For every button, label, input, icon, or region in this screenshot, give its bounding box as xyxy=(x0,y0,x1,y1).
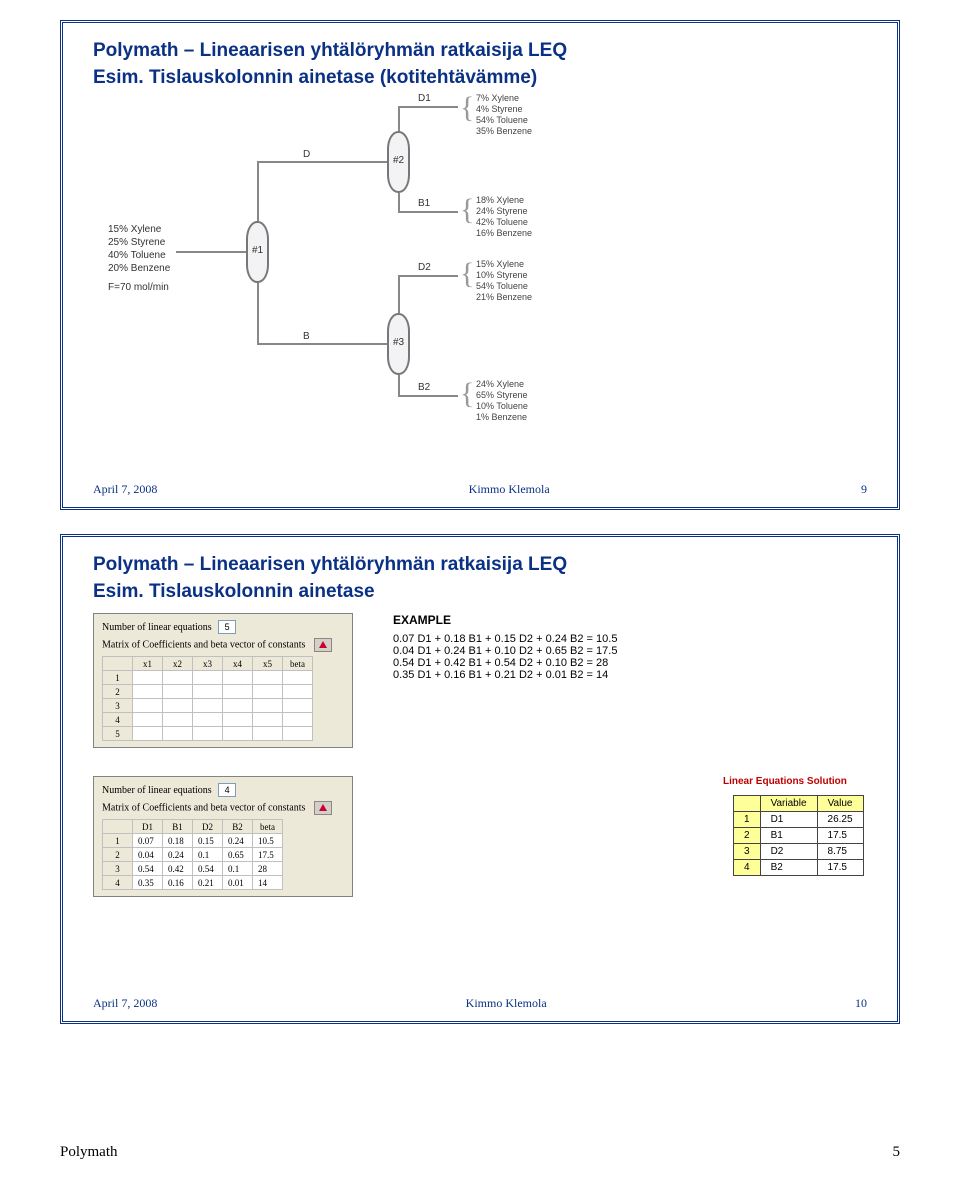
label: Matrix of Coefficients and beta vector o… xyxy=(102,802,305,813)
line xyxy=(398,106,400,131)
line xyxy=(176,251,246,253)
grid-2: D1B1D2B2beta 10.070.180.150.2410.5 20.04… xyxy=(102,819,283,890)
comp-d1: 7% Xylene4% Styrene54% Toluene35% Benzen… xyxy=(476,93,532,136)
footer-author: Kimmo Klemola xyxy=(469,482,550,497)
slide-2-footer: April 7, 2008 Kimmo Klemola 10 xyxy=(93,996,867,1011)
panel-1: Number of linear equations Matrix of Coe… xyxy=(93,613,353,748)
footer-date: April 7, 2008 xyxy=(93,482,157,497)
page-footer: Polymath 5 xyxy=(60,1144,900,1161)
stream-label: B xyxy=(303,331,310,342)
comp-d2: 15% Xylene10% Styrene54% Toluene21% Benz… xyxy=(476,259,532,302)
comp-b1: 18% Xylene24% Styrene42% Toluene16% Benz… xyxy=(476,195,532,238)
distillation-diagram: 15% Xylene 25% Styrene 40% Toluene 20% B… xyxy=(108,101,867,401)
line xyxy=(398,275,400,313)
col-label: #2 xyxy=(393,155,404,166)
line xyxy=(257,343,387,345)
eq-line: 0.07 D1 + 0.18 B1 + 0.15 D2 + 0.24 B2 = … xyxy=(393,633,617,645)
solution-block: Linear Equations Solution VariableValue … xyxy=(393,776,867,907)
line xyxy=(398,275,458,277)
feed-line: 25% Styrene xyxy=(108,236,170,249)
solution-title: Linear Equations Solution xyxy=(723,776,867,787)
grid-1: x1x2x3x4x5beta 1 2 3 4 5 xyxy=(102,656,313,741)
slide-1: Polymath – Lineaarisen yhtälöryhmän ratk… xyxy=(60,20,900,510)
footer-author: Kimmo Klemola xyxy=(466,996,547,1011)
stream-label: D2 xyxy=(418,262,431,273)
solution-table: VariableValue 1D126.25 2B117.5 3D28.75 4… xyxy=(733,795,864,876)
footer-pagenum: 10 xyxy=(855,996,867,1011)
footer-date: April 7, 2008 xyxy=(93,996,157,1011)
line xyxy=(398,211,458,213)
n-eq-input[interactable] xyxy=(218,620,236,634)
slide-1-title: Polymath – Lineaarisen yhtälöryhmän ratk… xyxy=(93,38,867,91)
eq-line: 0.54 D1 + 0.42 B1 + 0.54 D2 + 0.10 B2 = … xyxy=(393,657,617,669)
feed-line: 20% Benzene xyxy=(108,262,170,275)
line xyxy=(398,395,458,397)
brace: { xyxy=(460,377,474,411)
feed-line: 15% Xylene xyxy=(108,223,170,236)
eq-line: 0.04 D1 + 0.24 B1 + 0.10 D2 + 0.65 B2 = … xyxy=(393,645,617,657)
line xyxy=(398,375,400,395)
brace: { xyxy=(460,91,474,125)
feed-line: 40% Toluene xyxy=(108,249,170,262)
n-eq-input-2[interactable] xyxy=(218,783,236,797)
line xyxy=(398,106,458,108)
brace: { xyxy=(460,257,474,291)
go-button-2[interactable] xyxy=(314,801,332,815)
slide-1-footer: April 7, 2008 Kimmo Klemola 9 xyxy=(93,482,867,497)
stream-label: B2 xyxy=(418,382,430,393)
panel-1-line2: Matrix of Coefficients and beta vector o… xyxy=(102,638,344,652)
col-label: #1 xyxy=(252,245,263,256)
stream-label: B1 xyxy=(418,198,430,209)
stream-label: D xyxy=(303,149,310,160)
example-block: EXAMPLE 0.07 D1 + 0.18 B1 + 0.15 D2 + 0.… xyxy=(393,613,617,758)
panel-1-line1: Number of linear equations xyxy=(102,620,344,634)
feed-composition: 15% Xylene 25% Styrene 40% Toluene 20% B… xyxy=(108,223,170,294)
panel-1-wrap: Number of linear equations Matrix of Coe… xyxy=(93,613,353,758)
page-number: 5 xyxy=(893,1144,901,1161)
doc-title: Polymath xyxy=(60,1144,118,1161)
feed-rate: F=70 mol/min xyxy=(108,281,170,294)
label: Number of linear equations xyxy=(102,785,212,796)
slide-2: Polymath – Lineaarisen yhtälöryhmän ratk… xyxy=(60,534,900,1024)
footer-pagenum: 9 xyxy=(861,482,867,497)
line xyxy=(257,161,259,221)
label: Matrix of Coefficients and beta vector o… xyxy=(102,639,305,650)
stream-label: D1 xyxy=(418,93,431,104)
go-button[interactable] xyxy=(314,638,332,652)
comp-b2: 24% Xylene65% Styrene10% Toluene1% Benze… xyxy=(476,379,528,422)
panel-2-line2: Matrix of Coefficients and beta vector o… xyxy=(102,801,344,815)
col-label: #3 xyxy=(393,337,404,348)
example-heading: EXAMPLE xyxy=(393,613,617,627)
panel-2: Number of linear equations Matrix of Coe… xyxy=(93,776,353,897)
line xyxy=(398,193,400,211)
slide-2-title: Polymath – Lineaarisen yhtälöryhmän ratk… xyxy=(93,552,867,605)
brace: { xyxy=(460,193,474,227)
line xyxy=(257,283,259,343)
line xyxy=(257,161,387,163)
label: Number of linear equations xyxy=(102,622,212,633)
eq-line: 0.35 D1 + 0.16 B1 + 0.21 D2 + 0.01 B2 = … xyxy=(393,669,617,681)
panel-2-line1: Number of linear equations xyxy=(102,783,344,797)
